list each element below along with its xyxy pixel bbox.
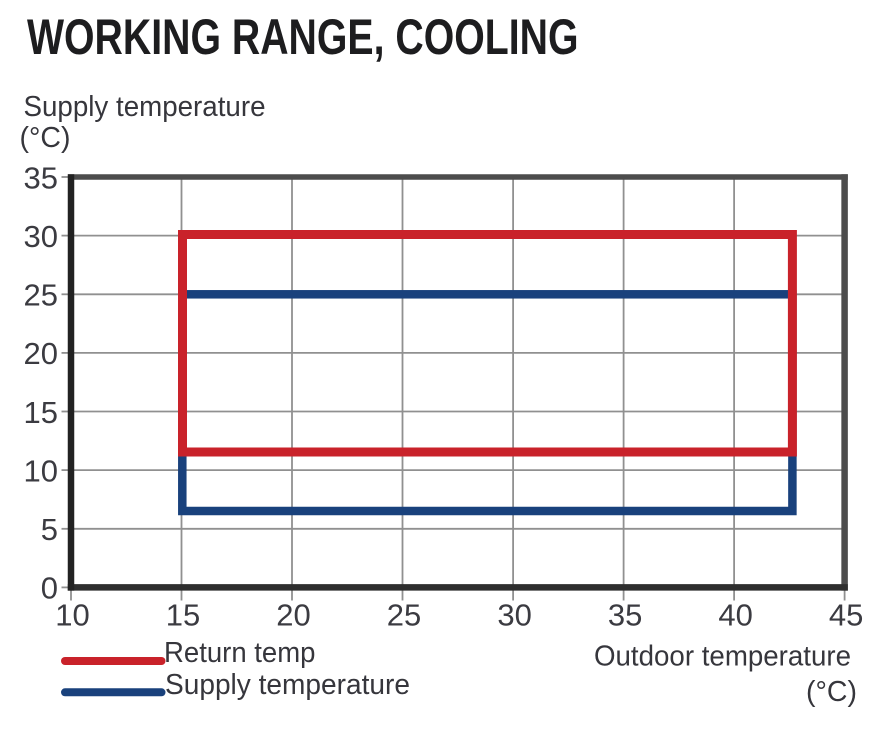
svg-text:10: 10	[55, 598, 89, 633]
svg-text:45: 45	[829, 598, 863, 633]
svg-text:Return temp: Return temp	[164, 637, 316, 669]
svg-text:Outdoor temperature: Outdoor temperature	[594, 641, 851, 673]
svg-text:35: 35	[24, 160, 58, 195]
svg-text:Supply temperature: Supply temperature	[24, 91, 266, 123]
svg-text:15: 15	[166, 598, 200, 633]
svg-text:35: 35	[608, 598, 642, 633]
svg-text:(°C): (°C)	[20, 122, 71, 154]
svg-text:20: 20	[24, 336, 58, 371]
svg-text:5: 5	[41, 512, 58, 547]
svg-text:40: 40	[718, 598, 752, 633]
svg-text:Supply temperature: Supply temperature	[165, 669, 410, 701]
svg-text:(°C): (°C)	[806, 676, 857, 708]
svg-text:10: 10	[24, 453, 58, 488]
svg-text:30: 30	[497, 598, 531, 633]
svg-text:25: 25	[24, 278, 58, 313]
svg-text:30: 30	[24, 219, 58, 254]
svg-text:15: 15	[24, 395, 58, 430]
svg-text:WORKING RANGE, COOLING: WORKING RANGE, COOLING	[27, 9, 579, 65]
svg-text:20: 20	[276, 598, 310, 633]
svg-text:0: 0	[41, 571, 58, 606]
svg-text:25: 25	[387, 598, 421, 633]
